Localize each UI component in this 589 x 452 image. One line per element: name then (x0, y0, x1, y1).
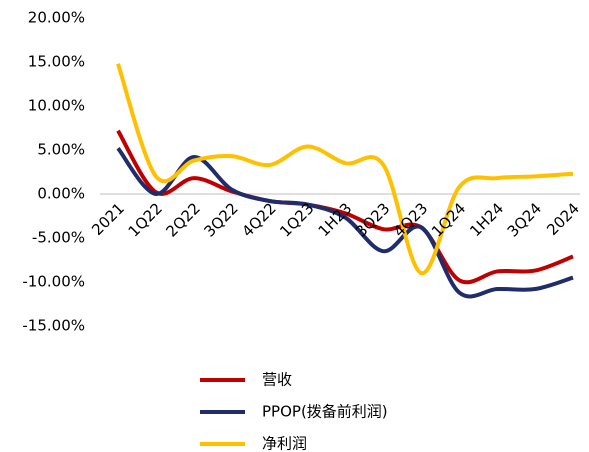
x-tick-label: 2Q22 (163, 199, 204, 240)
y-tick-label: 5.00% (37, 141, 85, 159)
legend-label: 净利润 (262, 435, 307, 452)
legend-label: 营收 (262, 371, 292, 389)
y-tick-label: 15.00% (28, 53, 85, 71)
y-tick-label: -5.00% (32, 229, 85, 247)
y-tick-label: 20.00% (28, 9, 85, 27)
x-tick-label: 3Q22 (200, 199, 241, 240)
x-tick-label: 4Q22 (238, 199, 279, 240)
x-tick-label: 1H24 (466, 199, 507, 240)
y-tick-label: 10.00% (28, 97, 85, 115)
x-tick-label: 3Q24 (504, 199, 545, 240)
series-line (116, 63, 574, 276)
x-tick-label: 2024 (543, 199, 583, 239)
x-tick-label: 1Q22 (125, 199, 166, 240)
y-tick-label: -10.00% (22, 273, 85, 291)
y-tick-label: -15.00% (22, 317, 85, 335)
series-line (116, 129, 574, 285)
series-line (116, 146, 574, 299)
y-tick-label: 0.00% (37, 185, 85, 203)
x-tick-label: 2021 (88, 199, 128, 239)
legend-label: PPOP(拨备前利润) (262, 403, 388, 421)
